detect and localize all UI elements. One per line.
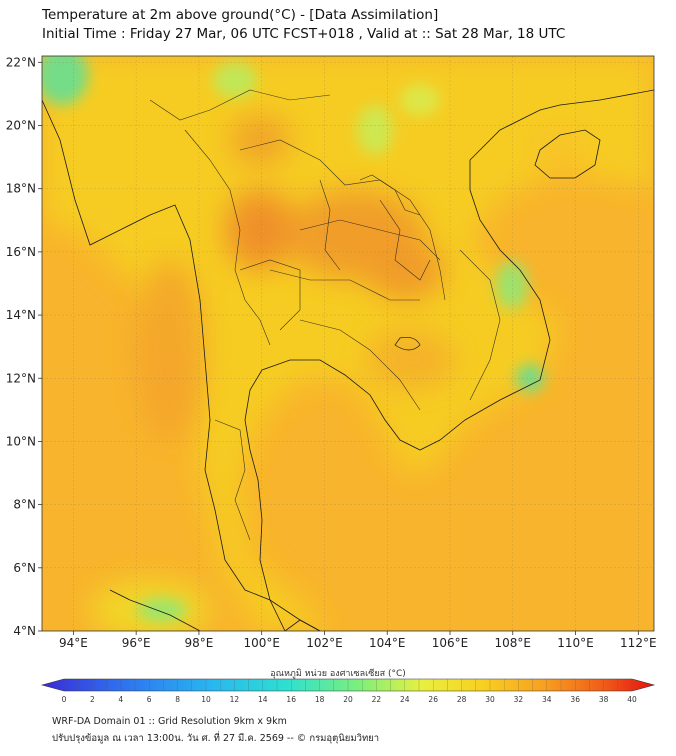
lon-tick-label: 106°E: [432, 636, 469, 650]
colorbar-tick-label: 0: [62, 695, 67, 704]
colorbar-tick-label: 36: [570, 695, 580, 704]
colorbar-tick-label: 6: [147, 695, 152, 704]
lat-tick-label: 10°N: [6, 434, 36, 448]
graticule: [42, 56, 654, 631]
lat-tick-label: 4°N: [13, 624, 36, 638]
lon-tick-label: 104°E: [369, 636, 406, 650]
map-title: Temperature at 2m above ground(°C) - [Da…: [42, 7, 439, 23]
footer-resolution: WRF-DA Domain 01 :: Grid Resolution 9km …: [52, 716, 287, 727]
map-subtitle: Initial Time : Friday 27 Mar, 06 UTC FCS…: [42, 26, 566, 42]
lat-tick-label: 12°N: [6, 371, 36, 385]
admin-borders: [149, 89, 501, 541]
coastlines: [42, 89, 654, 631]
colorbar-tick-label: 16: [286, 695, 296, 704]
temperature-field: [42, 56, 654, 631]
lat-tick-label: 14°N: [6, 308, 36, 322]
lat-tick-label: 18°N: [6, 182, 36, 196]
colorbar: 0 2 4 6 8 10 12 14 16 18 20 22 24 26 28 30 32 34 36 38 40: [40, 678, 656, 704]
lat-tick-label: 16°N: [6, 245, 36, 259]
lat-tick-label: 8°N: [13, 498, 36, 512]
colorbar-tick-label: 8: [175, 695, 180, 704]
colorbar-tick-label: 22: [372, 695, 382, 704]
lat-tick-label: 22°N: [6, 55, 36, 69]
lon-tick-label: 102°E: [306, 636, 343, 650]
lon-tick-label: 110°E: [557, 636, 594, 650]
colorbar-tick-label: 12: [230, 695, 240, 704]
colorbar-tick-label: 26: [428, 695, 438, 704]
lon-tick-label: 108°E: [495, 636, 532, 650]
colorbar-tick-label: 20: [343, 695, 353, 704]
colorbar-tick-label: 34: [542, 695, 552, 704]
lat-tick-label: 6°N: [13, 561, 36, 575]
colorbar-tick-label: 2: [90, 695, 95, 704]
lon-tick-label: 94°E: [59, 636, 88, 650]
colorbar-tick-label: 40: [627, 695, 637, 704]
lat-tick-label: 20°N: [6, 119, 36, 133]
lon-tick-label: 112°E: [620, 636, 657, 650]
lon-tick-label: 100°E: [243, 636, 280, 650]
colorbar-tick-label: 30: [485, 695, 495, 704]
colorbar-tick-label: 24: [400, 695, 410, 704]
colorbar-tick-label: 38: [599, 695, 609, 704]
colorbar-tick-label: 10: [201, 695, 211, 704]
plot-frame: [41, 55, 655, 632]
footer-update-note: ปรับปรุงข้อมูล ณ เวลา 13:00น. วัน ศ. ที่…: [52, 733, 380, 744]
colorbar-tick-label: 32: [514, 695, 524, 704]
colorbar-tick-label: 4: [118, 695, 123, 704]
colorbar-tick-label: 18: [315, 695, 325, 704]
colorbar-title: อุณหภูมิ หน่วย องศาเซลเซียส (°C): [270, 669, 406, 679]
lon-tick-label: 98°E: [184, 636, 213, 650]
colorbar-tick-label: 28: [457, 695, 467, 704]
colorbar-tick-label: 14: [258, 695, 268, 704]
lon-tick-label: 96°E: [122, 636, 151, 650]
longitude-axis: 94°E 96°E 98°E 100°E 102°E 104°E 106°E 108°E 110…: [59, 631, 657, 650]
latitude-axis: 22°N 20°N 18°N 16°N 14°N 12°N 10°N 8°N 6°N 4°N: [6, 55, 42, 638]
